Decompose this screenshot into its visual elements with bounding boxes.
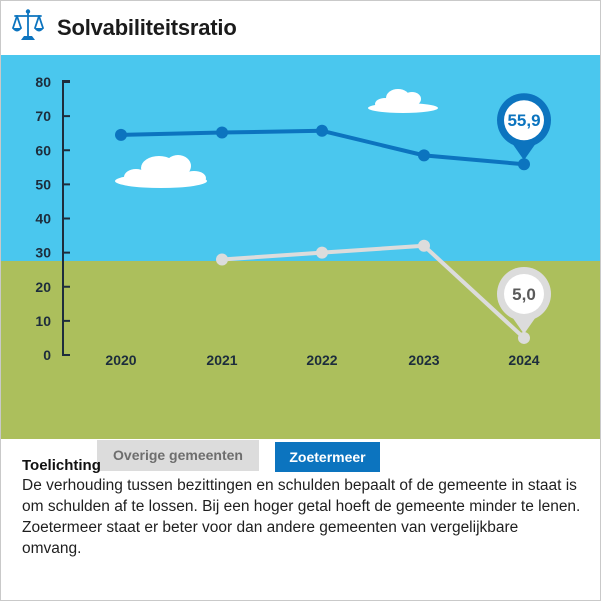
y-tick-label: 30 <box>35 245 51 261</box>
explanation-text: De verhouding tussen bezittingen en schu… <box>22 477 581 557</box>
data-point-zoetermeer <box>316 124 328 137</box>
data-point-overige-gemeenten <box>316 246 328 259</box>
header: Solvabiliteitsratio <box>1 1 600 55</box>
y-tick-label: 20 <box>35 279 51 295</box>
scale-icon <box>12 9 44 40</box>
cloud-left <box>115 155 207 188</box>
page-title: Solvabiliteitsratio <box>57 15 237 40</box>
explanation-title: Toelichting <box>22 457 101 474</box>
x-tick-label: 2021 <box>206 352 237 368</box>
explanation: Toelichting De verhouding tussen bezitti… <box>22 457 582 559</box>
data-point-overige-gemeenten <box>418 239 430 252</box>
value-callout-label: 55,9 <box>507 111 540 130</box>
y-tick-label: 70 <box>35 108 51 124</box>
data-point-zoetermeer <box>518 158 530 171</box>
data-point-zoetermeer <box>418 149 430 162</box>
higher-is-better-rule: = <box>423 440 516 473</box>
cloud-right <box>368 89 438 113</box>
chart-panel: 0 10 20 30 40 50 60 70 80 2020 2021 2022 2023 2024 5… <box>1 55 600 473</box>
equals-sign: = <box>457 440 472 470</box>
series-line-overige-gemeenten <box>220 243 526 340</box>
x-tick-label: 2024 <box>508 352 539 368</box>
data-point-zoetermeer <box>115 128 127 141</box>
line-chart: 0 10 20 30 40 50 60 70 80 2020 2021 2022 2023 2024 5… <box>1 55 600 439</box>
y-tick-label: 10 <box>35 313 51 329</box>
data-point-overige-gemeenten <box>518 331 530 344</box>
up-arrow-icon <box>423 442 445 473</box>
x-tick-label: 2022 <box>306 352 337 368</box>
legend-overige-gemeenten: Overige gemeenten <box>97 440 259 471</box>
y-tick-label: 40 <box>35 211 51 227</box>
y-axis-ticks: 0 10 20 30 40 50 60 70 80 <box>35 74 70 363</box>
data-point-overige-gemeenten <box>216 253 228 266</box>
series-points <box>115 124 530 344</box>
y-tick-label: 0 <box>43 347 51 363</box>
x-axis-ticks: 2020 2021 2022 2023 2024 <box>105 352 539 368</box>
data-point-zoetermeer <box>216 126 228 139</box>
x-tick-label: 2020 <box>105 352 136 368</box>
value-callout-overige-gemeenten: 5,0 <box>497 266 551 334</box>
y-tick-label: 50 <box>35 176 51 192</box>
value-callout-label: 5,0 <box>512 285 536 304</box>
x-tick-label: 2023 <box>408 352 439 368</box>
checkmark-icon <box>480 443 516 469</box>
value-callout-zoetermeer: 55,9 <box>497 93 551 161</box>
value-callouts: 5,0 55,9 <box>497 93 551 334</box>
sky-background <box>1 55 600 261</box>
y-tick-label: 80 <box>35 74 51 90</box>
y-tick-label: 60 <box>35 142 51 158</box>
legend-zoetermeer: Zoetermeer <box>275 442 380 472</box>
